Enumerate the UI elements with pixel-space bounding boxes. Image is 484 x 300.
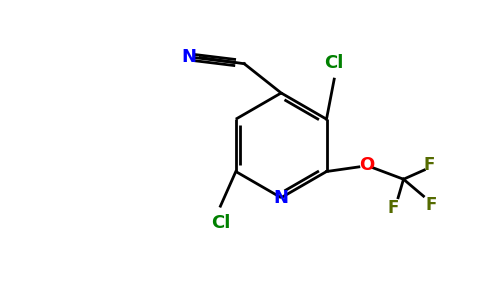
Text: O: O (359, 156, 374, 174)
Text: F: F (387, 200, 398, 217)
Text: N: N (182, 48, 196, 66)
Text: N: N (273, 189, 288, 207)
Text: F: F (424, 156, 436, 174)
Text: F: F (425, 196, 437, 214)
Text: Cl: Cl (324, 54, 344, 72)
Text: Cl: Cl (211, 214, 230, 232)
